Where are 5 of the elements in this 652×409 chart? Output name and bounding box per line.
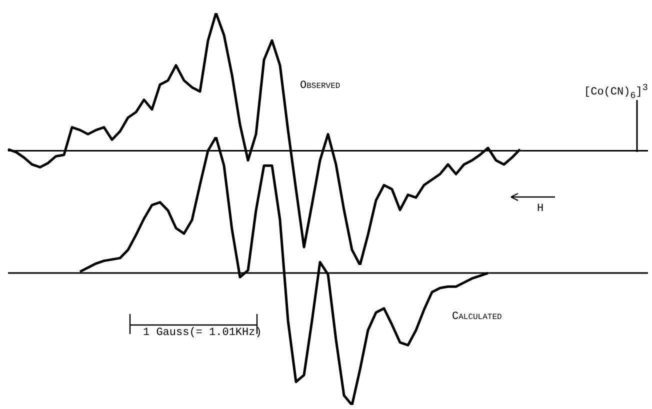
annotation: Observed bbox=[300, 80, 340, 92]
annotation: 1 Gauss(= 1.01KHz) bbox=[143, 327, 262, 339]
annotation: [Co(CN)$_{6}$]$^{3}$ bbox=[584, 82, 648, 101]
annotation: Calculated bbox=[452, 311, 502, 323]
annotation: H bbox=[537, 203, 544, 215]
